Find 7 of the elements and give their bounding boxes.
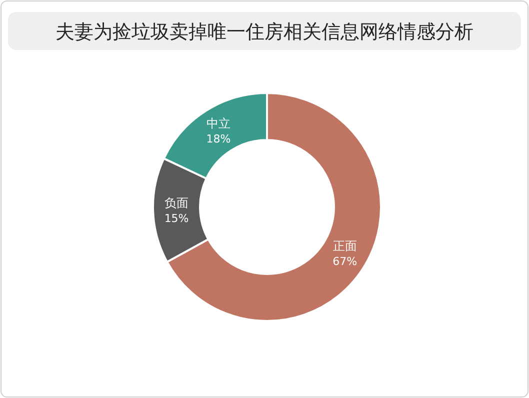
data-label: 15% [164,212,189,225]
data-label: 18% [206,132,231,146]
slice-label: 负面 [164,196,189,210]
title: 夫妻为捡垃圾卖掉唯一住房相关信息网络情感分析 [56,21,474,43]
slice-label: 正面 [332,239,357,254]
slice-label: 中立 [206,116,231,131]
data-label: 67% [332,255,358,268]
